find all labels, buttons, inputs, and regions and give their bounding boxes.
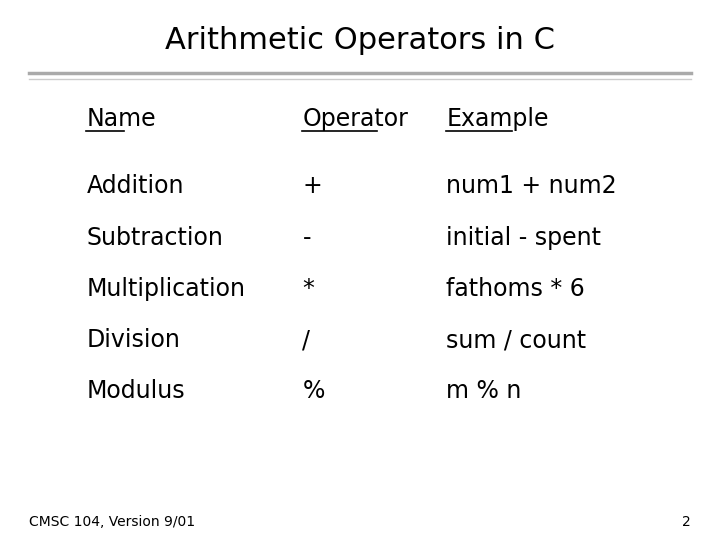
Text: Division: Division xyxy=(86,328,180,352)
Text: -: - xyxy=(302,226,311,249)
Text: Operator: Operator xyxy=(302,107,408,131)
Text: /: / xyxy=(302,328,310,352)
Text: num1 + num2: num1 + num2 xyxy=(446,174,617,198)
Text: 2: 2 xyxy=(683,515,691,529)
Text: Addition: Addition xyxy=(86,174,184,198)
Text: Arithmetic Operators in C: Arithmetic Operators in C xyxy=(165,26,555,55)
Text: Multiplication: Multiplication xyxy=(86,277,246,301)
Text: fathoms * 6: fathoms * 6 xyxy=(446,277,585,301)
Text: Subtraction: Subtraction xyxy=(86,226,223,249)
Text: %: % xyxy=(302,380,325,403)
Text: m % n: m % n xyxy=(446,380,522,403)
Text: *: * xyxy=(302,277,314,301)
Text: Name: Name xyxy=(86,107,156,131)
Text: sum / count: sum / count xyxy=(446,328,587,352)
Text: initial - spent: initial - spent xyxy=(446,226,601,249)
Text: Modulus: Modulus xyxy=(86,380,185,403)
Text: +: + xyxy=(302,174,322,198)
Text: Example: Example xyxy=(446,107,549,131)
Text: CMSC 104, Version 9/01: CMSC 104, Version 9/01 xyxy=(29,515,195,529)
